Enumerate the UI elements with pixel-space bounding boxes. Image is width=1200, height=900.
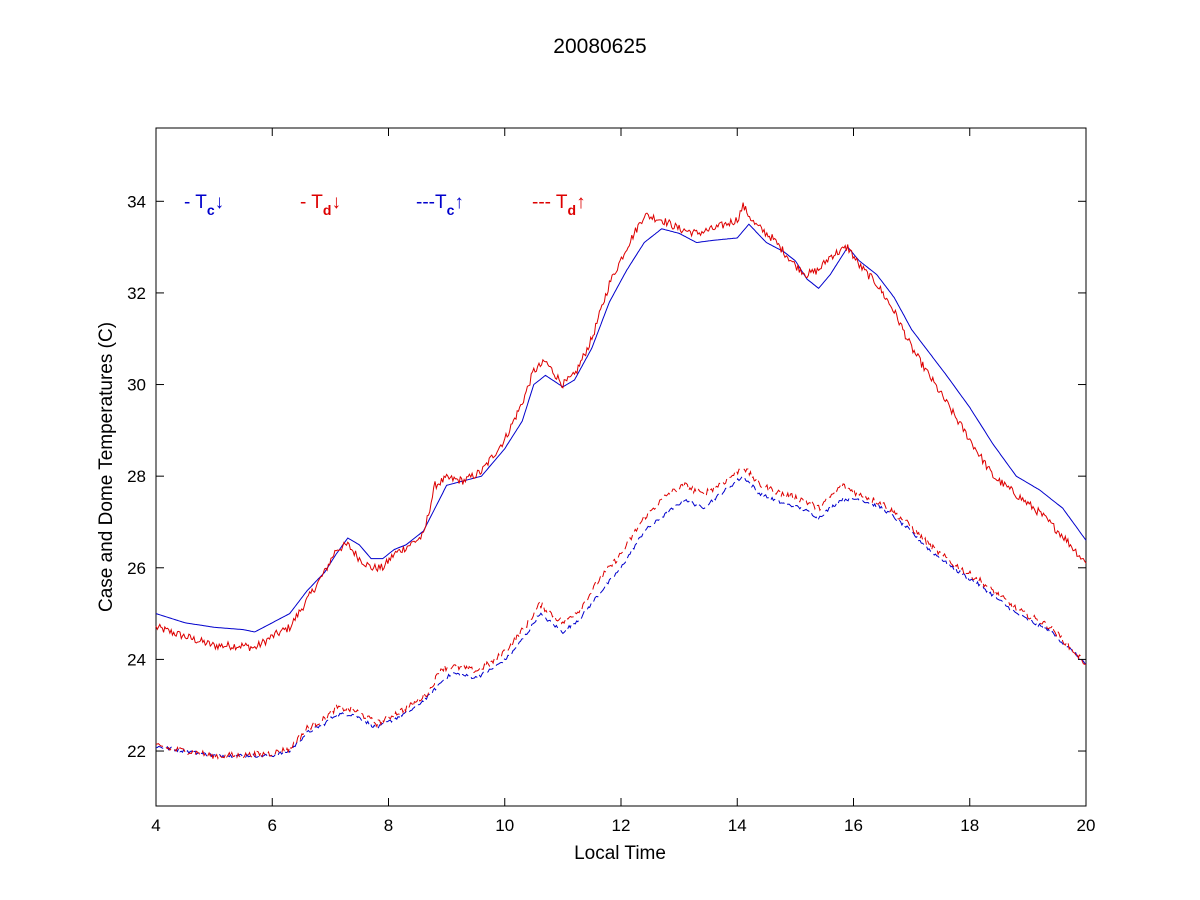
x-tick-label: 14 — [728, 816, 747, 835]
y-tick-label: 28 — [127, 467, 146, 486]
x-tick-label: 6 — [268, 816, 277, 835]
series-layer — [155, 202, 1087, 760]
x-tick-label: 8 — [384, 816, 393, 835]
series-line-1 — [155, 202, 1087, 652]
y-tick-label: 26 — [127, 559, 146, 578]
series-line-3 — [155, 468, 1087, 760]
axes-layer: 4 6 8 10 12 14 16 18 20 22 24 26 28 30 32 34 — [127, 128, 1095, 835]
x-tick-label: 4 — [151, 816, 160, 835]
series-line-0 — [155, 223, 1087, 633]
legend-entry-1: - Td↓ — [300, 192, 341, 218]
legend-entry-3: --- Td↑ — [532, 192, 586, 218]
y-tick-label: 30 — [127, 376, 146, 395]
x-tick-label: 18 — [960, 816, 979, 835]
y-tick-label: 32 — [127, 284, 146, 303]
x-tick-label: 10 — [495, 816, 514, 835]
y-axis-title: Case and Dome Temperatures (C) — [96, 322, 117, 612]
legend-entry-2: ---Tc↑ — [416, 192, 464, 218]
y-tick-label: 22 — [127, 742, 146, 761]
y-tick-label: 24 — [127, 650, 146, 669]
x-tick-label: 12 — [612, 816, 631, 835]
legend: - Tc↓ - Td↓ ---Tc↑ --- Td↑ — [184, 192, 586, 218]
x-axis-title: Local Time — [574, 843, 666, 864]
plot-area-frame — [155, 127, 1087, 807]
series-line-2 — [155, 475, 1087, 759]
x-tick-label: 16 — [844, 816, 863, 835]
chart-title: 20080625 — [553, 35, 646, 58]
x-tick-label: 20 — [1077, 816, 1096, 835]
legend-entry-0: - Tc↓ — [184, 192, 224, 218]
y-tick-label: 34 — [127, 192, 146, 211]
